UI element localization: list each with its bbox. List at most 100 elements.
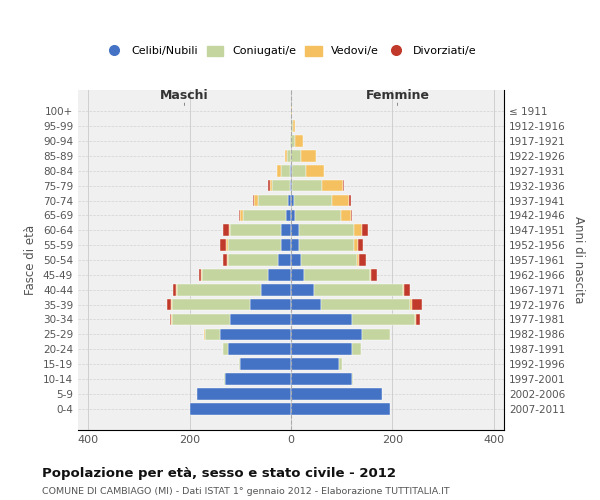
Bar (351, 210, 352, 221)
Bar (370, 269, 371, 280)
Y-axis label: Fasce di età: Fasce di età (25, 225, 37, 295)
Bar (254, 194, 258, 206)
Bar (299, 224, 355, 236)
Bar (291, 403, 390, 414)
Bar (293, 194, 332, 206)
Bar (278, 254, 291, 266)
Bar (291, 254, 301, 266)
Bar (277, 165, 281, 176)
Bar (223, 254, 227, 266)
Bar (176, 284, 177, 296)
Bar (167, 299, 171, 310)
Bar (301, 254, 357, 266)
Bar (227, 344, 291, 355)
Bar (404, 284, 410, 296)
Bar (226, 240, 227, 251)
Bar (291, 373, 352, 385)
Bar (202, 269, 268, 280)
Bar (268, 180, 270, 192)
Bar (173, 284, 176, 296)
Bar (230, 224, 281, 236)
Bar (239, 210, 240, 221)
Bar (343, 180, 344, 192)
Bar (359, 254, 365, 266)
Bar (371, 269, 377, 280)
Bar (291, 194, 293, 206)
Bar (281, 224, 291, 236)
Bar (291, 358, 339, 370)
Y-axis label: Anni di nascita: Anni di nascita (572, 216, 585, 304)
Bar (239, 358, 240, 370)
Bar (281, 165, 290, 176)
Bar (220, 240, 226, 251)
Bar (355, 224, 362, 236)
Bar (291, 150, 301, 162)
Bar (243, 210, 286, 221)
Bar (281, 240, 291, 251)
Bar (171, 299, 172, 310)
Text: Maschi: Maschi (160, 88, 209, 102)
Bar (341, 210, 351, 221)
Bar (291, 180, 292, 192)
Bar (268, 269, 291, 280)
Bar (349, 194, 351, 206)
Bar (225, 373, 291, 385)
Bar (290, 135, 291, 147)
Bar (171, 314, 172, 326)
Bar (230, 314, 291, 326)
Bar (291, 240, 299, 251)
Bar (291, 328, 362, 340)
Bar (227, 254, 278, 266)
Bar (291, 135, 295, 147)
Bar (229, 224, 230, 236)
Bar (332, 194, 349, 206)
Bar (416, 314, 421, 326)
Bar (204, 328, 205, 340)
Bar (205, 328, 220, 340)
Bar (415, 314, 416, 326)
Bar (314, 284, 403, 296)
Bar (240, 210, 243, 221)
Bar (357, 254, 359, 266)
Bar (295, 135, 302, 147)
Legend: Celibi/Nubili, Coniugati/e, Vedovi/e, Divorziati/e: Celibi/Nubili, Coniugati/e, Vedovi/e, Di… (101, 41, 481, 61)
Bar (291, 299, 322, 310)
Bar (293, 120, 295, 132)
Bar (352, 373, 353, 385)
Bar (299, 240, 355, 251)
Bar (291, 165, 292, 176)
Text: Femmine: Femmine (365, 88, 430, 102)
Bar (301, 150, 316, 162)
Bar (291, 284, 314, 296)
Text: COMUNE DI CAMBIAGO (MI) - Dati ISTAT 1° gennaio 2012 - Elaborazione TUTTITALIA.I: COMUNE DI CAMBIAGO (MI) - Dati ISTAT 1° … (42, 488, 449, 496)
Bar (287, 150, 291, 162)
Bar (290, 180, 291, 192)
Bar (227, 240, 281, 251)
Bar (291, 344, 352, 355)
Bar (220, 328, 291, 340)
Bar (291, 388, 382, 400)
Bar (355, 240, 358, 251)
Bar (286, 210, 291, 221)
Bar (270, 180, 272, 192)
Bar (410, 299, 412, 310)
Bar (291, 224, 299, 236)
Bar (170, 314, 171, 326)
Bar (304, 269, 370, 280)
Bar (253, 194, 254, 206)
Bar (258, 194, 289, 206)
Bar (295, 210, 341, 221)
Bar (223, 224, 229, 236)
Bar (250, 299, 291, 310)
Bar (292, 180, 322, 192)
Bar (322, 299, 410, 310)
Bar (291, 210, 295, 221)
Bar (358, 240, 362, 251)
Bar (322, 180, 343, 192)
Bar (223, 344, 227, 355)
Bar (172, 314, 230, 326)
Bar (172, 299, 250, 310)
Bar (272, 180, 290, 192)
Bar (362, 224, 368, 236)
Bar (201, 269, 202, 280)
